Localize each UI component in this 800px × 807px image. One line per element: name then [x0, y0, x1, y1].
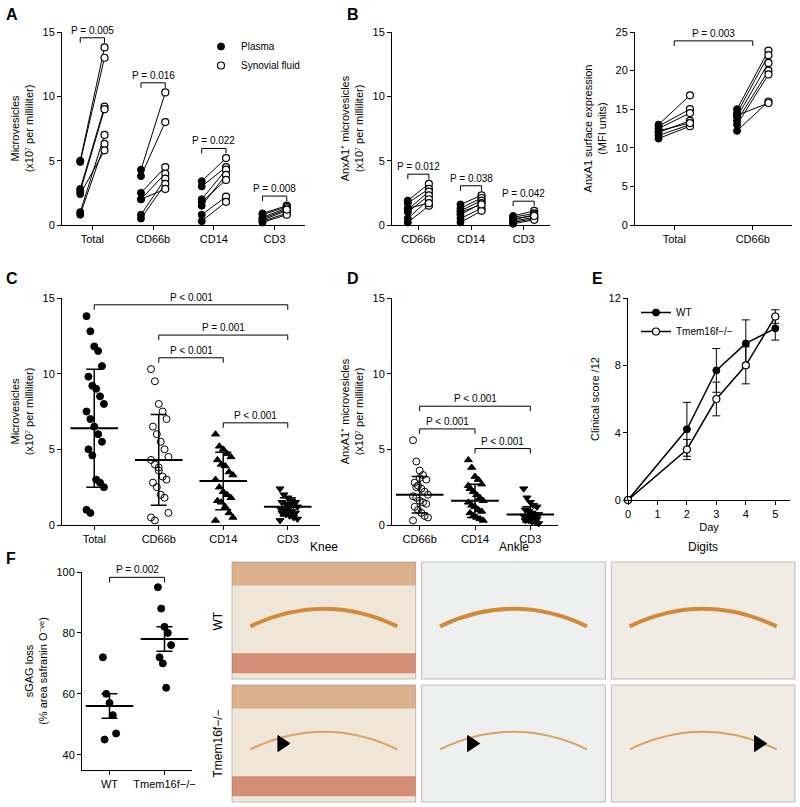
svg-text:15: 15	[43, 26, 55, 38]
svg-text:5: 5	[49, 443, 55, 455]
svg-text:100: 100	[56, 566, 74, 578]
svg-text:Tmem16f−/−: Tmem16f−/−	[676, 326, 733, 337]
svg-text:P = 0.016: P = 0.016	[132, 70, 175, 81]
svg-text:CD66b: CD66b	[136, 233, 170, 245]
svg-text:Tmem16f−/−: Tmem16f−/−	[133, 778, 195, 790]
svg-text:5: 5	[379, 443, 385, 455]
svg-text:4: 4	[615, 427, 621, 439]
svg-text:Total: Total	[83, 533, 106, 545]
svg-text:15: 15	[373, 26, 385, 38]
svg-text:WT: WT	[101, 778, 118, 790]
svg-text:Knee: Knee	[310, 540, 338, 554]
svg-text:P = 0.001: P = 0.001	[202, 322, 245, 333]
svg-text:P = 0.038: P = 0.038	[450, 173, 493, 184]
svg-text:Digits: Digits	[688, 540, 718, 554]
svg-text:P = 0.005: P = 0.005	[71, 25, 114, 36]
svg-text:P = 0.002: P = 0.002	[116, 564, 159, 575]
svg-text:5: 5	[622, 180, 628, 192]
svg-text:CD66b: CD66b	[736, 233, 770, 245]
svg-text:AnxA1⁺ microvesicles(x10⁷ per: AnxA1⁺ microvesicles(x10⁷ per milliliter…	[339, 75, 365, 181]
svg-text:15: 15	[43, 292, 55, 304]
svg-text:Total: Total	[663, 233, 686, 245]
svg-text:D: D	[347, 270, 359, 287]
svg-text:0: 0	[615, 494, 621, 506]
svg-text:5: 5	[772, 508, 778, 520]
svg-text:1: 1	[654, 508, 660, 520]
svg-text:Tmem16f−/−: Tmem16f−/−	[211, 709, 225, 777]
svg-text:P = 0.022: P = 0.022	[192, 135, 235, 146]
svg-text:CD66b: CD66b	[401, 233, 435, 245]
svg-text:40: 40	[63, 749, 75, 761]
svg-text:15: 15	[373, 292, 385, 304]
svg-text:CD14: CD14	[200, 233, 228, 245]
svg-text:P < 0.001: P < 0.001	[170, 345, 213, 356]
svg-text:10: 10	[373, 90, 385, 102]
svg-text:WT: WT	[676, 307, 692, 318]
svg-text:0: 0	[49, 219, 55, 231]
svg-text:Synovial fluid: Synovial fluid	[241, 60, 300, 71]
svg-text:Ankle: Ankle	[499, 540, 529, 554]
svg-text:WT: WT	[211, 611, 225, 630]
svg-text:P < 0.001: P < 0.001	[481, 436, 524, 447]
svg-text:E: E	[592, 270, 603, 287]
svg-text:Day: Day	[699, 521, 719, 533]
svg-text:sGAG loss(% area safranin O⁻ᵛᵉ: sGAG loss(% area safranin O⁻ᵛᵉ)	[23, 617, 49, 725]
svg-text:2: 2	[684, 508, 690, 520]
svg-text:10: 10	[43, 368, 55, 380]
svg-text:15: 15	[616, 103, 628, 115]
svg-text:CD66b: CD66b	[142, 533, 176, 545]
svg-text:CD14: CD14	[209, 533, 237, 545]
svg-text:CD66b: CD66b	[403, 533, 437, 545]
svg-text:P < 0.001: P < 0.001	[170, 292, 213, 303]
svg-text:8: 8	[615, 359, 621, 371]
svg-text:AnxA1 surface expression(MFI u: AnxA1 surface expression(MFI units)	[582, 65, 608, 193]
svg-text:A: A	[6, 6, 18, 23]
svg-text:25: 25	[616, 26, 628, 38]
svg-text:10: 10	[616, 142, 628, 154]
svg-text:10: 10	[373, 368, 385, 380]
svg-text:5: 5	[49, 155, 55, 167]
svg-text:Clinical score /12: Clinical score /12	[589, 357, 601, 441]
svg-text:C: C	[6, 270, 18, 287]
svg-text:P = 0.008: P = 0.008	[253, 183, 296, 194]
svg-text:0: 0	[379, 219, 385, 231]
svg-text:5: 5	[379, 155, 385, 167]
svg-text:0: 0	[49, 519, 55, 531]
svg-text:0: 0	[625, 508, 631, 520]
svg-text:3: 3	[713, 508, 719, 520]
svg-text:P < 0.001: P < 0.001	[454, 393, 497, 404]
svg-text:0: 0	[622, 219, 628, 231]
svg-text:P = 0.042: P = 0.042	[502, 188, 545, 199]
svg-text:Microvesicles(x10⁷ per millili: Microvesicles(x10⁷ per milliliter)	[9, 85, 35, 173]
svg-text:60: 60	[63, 688, 75, 700]
svg-text:CD3: CD3	[264, 233, 286, 245]
svg-text:0: 0	[379, 519, 385, 531]
svg-text:Microvesicles(x10⁷ per millili: Microvesicles(x10⁷ per milliliter)	[9, 368, 35, 456]
svg-text:AnxA1⁺ microvesicles(x10⁷ per: AnxA1⁺ microvesicles(x10⁷ per milliliter…	[339, 358, 365, 464]
svg-text:CD14: CD14	[457, 233, 485, 245]
svg-text:Total: Total	[81, 233, 104, 245]
svg-text:P < 0.001: P < 0.001	[426, 416, 469, 427]
svg-text:F: F	[6, 550, 16, 567]
svg-text:P < 0.001: P < 0.001	[234, 410, 277, 421]
svg-text:B: B	[347, 6, 359, 23]
svg-text:CD3: CD3	[519, 533, 541, 545]
svg-text:CD14: CD14	[461, 533, 489, 545]
svg-text:Plasma: Plasma	[241, 41, 275, 52]
svg-text:P = 0.003: P = 0.003	[692, 28, 735, 39]
svg-text:10: 10	[43, 90, 55, 102]
svg-text:CD3: CD3	[513, 233, 535, 245]
svg-text:12: 12	[609, 292, 621, 304]
svg-text:80: 80	[63, 627, 75, 639]
svg-text:P = 0.012: P = 0.012	[397, 161, 440, 172]
svg-text:CD3: CD3	[277, 533, 299, 545]
svg-text:20: 20	[616, 64, 628, 76]
svg-text:4: 4	[743, 508, 749, 520]
